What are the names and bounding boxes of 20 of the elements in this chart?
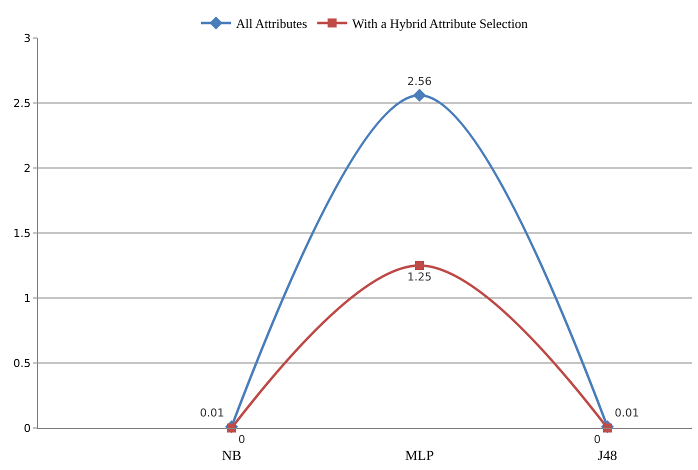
data-label: 0.01 [614, 406, 640, 420]
y-tick-label: 3 [24, 32, 31, 45]
x-tick-label: MLP [405, 448, 434, 464]
legend-label: With a Hybrid Attribute Selection [352, 16, 528, 32]
y-tick-label: 0.5 [13, 356, 31, 370]
data-label: 0 [238, 432, 246, 446]
x-tick-label: J48 [598, 448, 618, 464]
y-tick-label: 2.5 [13, 96, 31, 110]
data-label: 1.25 [407, 270, 432, 284]
y-tick-label: 2 [24, 162, 31, 175]
data-label: 0.01 [200, 406, 224, 420]
point [413, 88, 426, 102]
data-label: 0 [594, 432, 601, 446]
x-tick-label: NB [222, 448, 242, 464]
point [415, 261, 424, 270]
y-tick-label: 0 [24, 422, 31, 435]
data-label: 2.56 [407, 75, 432, 88]
legend-label: All Attributes [236, 16, 308, 32]
y-tick-label: 1 [24, 292, 31, 305]
y-tick-label: 1.5 [13, 226, 31, 240]
